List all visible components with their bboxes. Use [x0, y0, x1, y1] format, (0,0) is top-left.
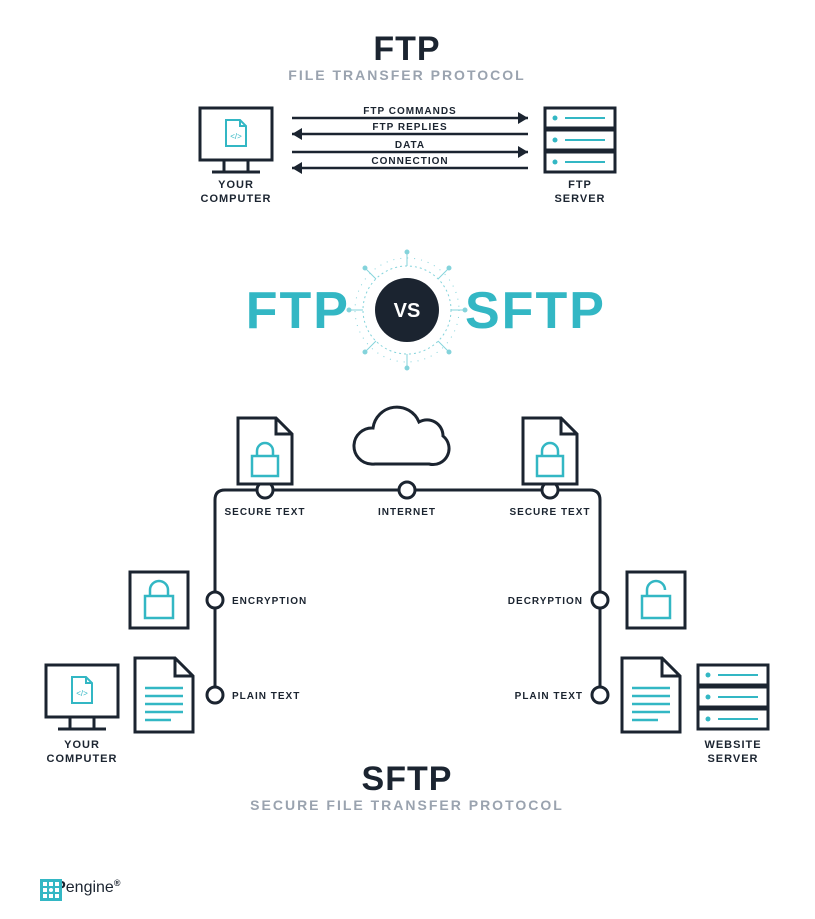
decryption-label: DECRYPTION: [508, 596, 583, 607]
ftp-subtitle: FILE TRANSFER PROTOCOL: [288, 67, 525, 83]
secure-text-right-label: SECURE TEXT: [509, 507, 590, 518]
ftp-title: FTP: [373, 30, 440, 68]
sftp-left-label-2: COMPUTER: [47, 753, 118, 765]
plaintext-left-icon: [135, 658, 193, 732]
secure-file-right-icon: [523, 418, 577, 484]
svg-text:CONNECTION: CONNECTION: [371, 156, 448, 167]
ftp-arrows: FTP COMMANDS FTP REPLIES DATA CONNECTION: [292, 106, 528, 174]
vs-left-text: FTP: [246, 282, 350, 340]
sftp-subtitle: SECURE FILE TRANSFER PROTOCOL: [250, 797, 564, 813]
svg-text:FTP COMMANDS: FTP COMMANDS: [363, 106, 456, 117]
sftp-computer-icon: </>: [46, 665, 118, 729]
ftp-right-label-1: FTP: [568, 179, 592, 191]
secure-file-left-icon: [238, 418, 292, 484]
internet-label: INTERNET: [378, 507, 436, 518]
decryption-lock-icon: [627, 572, 685, 628]
vs-right-text: SFTP: [465, 282, 606, 340]
svg-text:FTP REPLIES: FTP REPLIES: [372, 122, 447, 133]
sftp-left-label-1: YOUR: [64, 739, 100, 751]
sftp-right-label-2: SERVER: [707, 753, 758, 765]
plaintext-right-icon: [622, 658, 680, 732]
cloud-icon: [354, 407, 449, 464]
ftp-right-label-2: SERVER: [554, 193, 605, 205]
svg-text:DATA: DATA: [395, 140, 425, 151]
secure-text-left-label: SECURE TEXT: [224, 507, 305, 518]
sftp-server-icon: [698, 665, 768, 729]
svg-text:</>: </>: [76, 689, 88, 698]
plaintext-left-label: PLAIN TEXT: [232, 691, 300, 702]
sftp-right-label-1: WEBSITE: [704, 739, 761, 751]
vs-section: VS: [347, 250, 467, 370]
svg-text:</>: </>: [230, 132, 242, 141]
server-icon: [545, 108, 615, 172]
footer-brand: WPengine®: [40, 879, 120, 897]
plaintext-right-label: PLAIN TEXT: [515, 691, 583, 702]
computer-icon: </>: [200, 108, 272, 172]
ftp-left-label-2: COMPUTER: [201, 193, 272, 205]
brand-light: engine: [66, 879, 114, 896]
sftp-title: SFTP: [362, 760, 453, 798]
encryption-lock-icon: [130, 572, 188, 628]
ftp-left-label-1: YOUR: [218, 179, 254, 191]
wpengine-logo-icon: [40, 879, 62, 901]
encryption-label: ENCRYPTION: [232, 596, 307, 607]
svg-text:VS: VS: [394, 300, 421, 322]
